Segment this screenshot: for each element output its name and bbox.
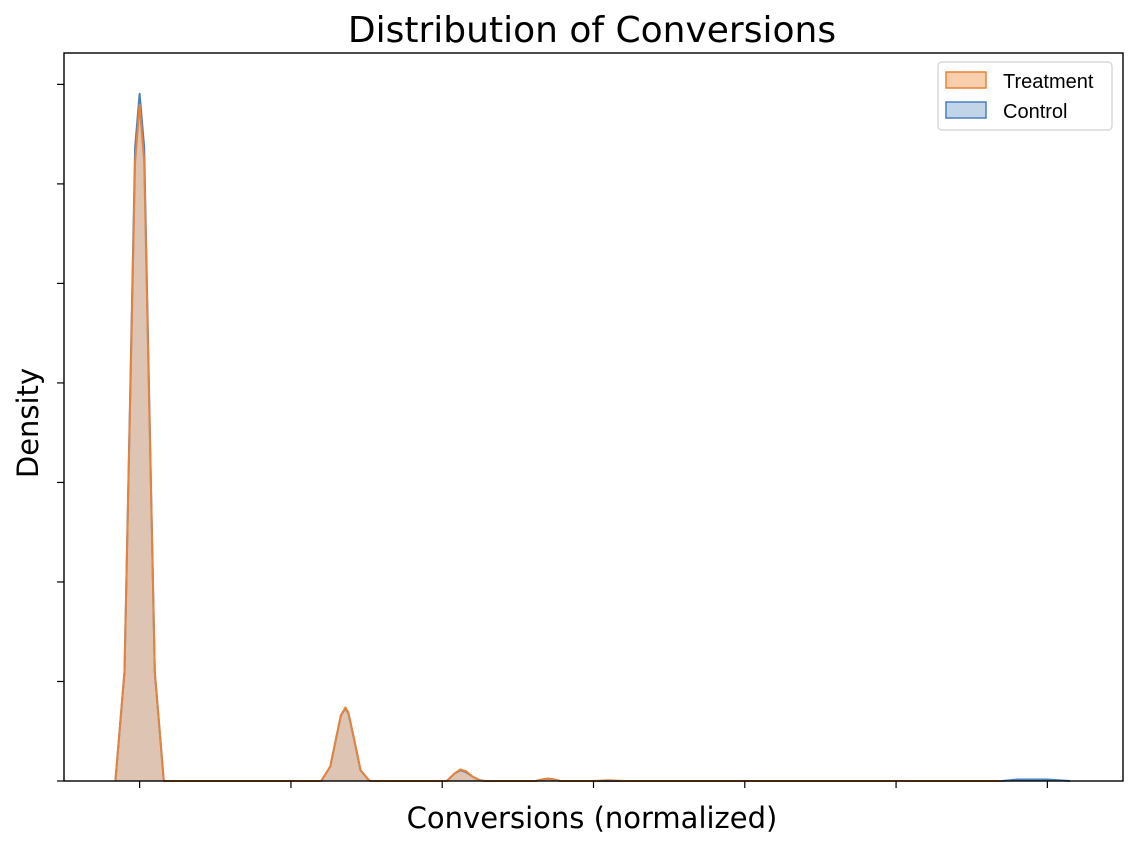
legend: Treatment Control (937, 61, 1113, 131)
legend-label-control: Control (1003, 101, 1067, 123)
area-treatment (115, 104, 1002, 781)
legend-swatch-control (945, 101, 987, 119)
legend-swatch-treatment (945, 71, 987, 89)
chart-title: Distribution of Conversions (348, 10, 836, 51)
plot-series-lines (114, 92, 1071, 782)
plot-area-frame (63, 52, 1124, 782)
area-control (115, 93, 1071, 782)
line-control (114, 92, 1071, 782)
line-treatment (114, 103, 1002, 782)
plot-series-fills (115, 93, 1071, 782)
y-axis-ticks (57, 83, 64, 782)
x-axis-ticks (139, 781, 1048, 788)
x-axis-label: Conversions (normalized) (407, 801, 778, 835)
legend-label-treatment: Treatment (1003, 71, 1094, 93)
y-axis-label: Density (11, 368, 45, 478)
